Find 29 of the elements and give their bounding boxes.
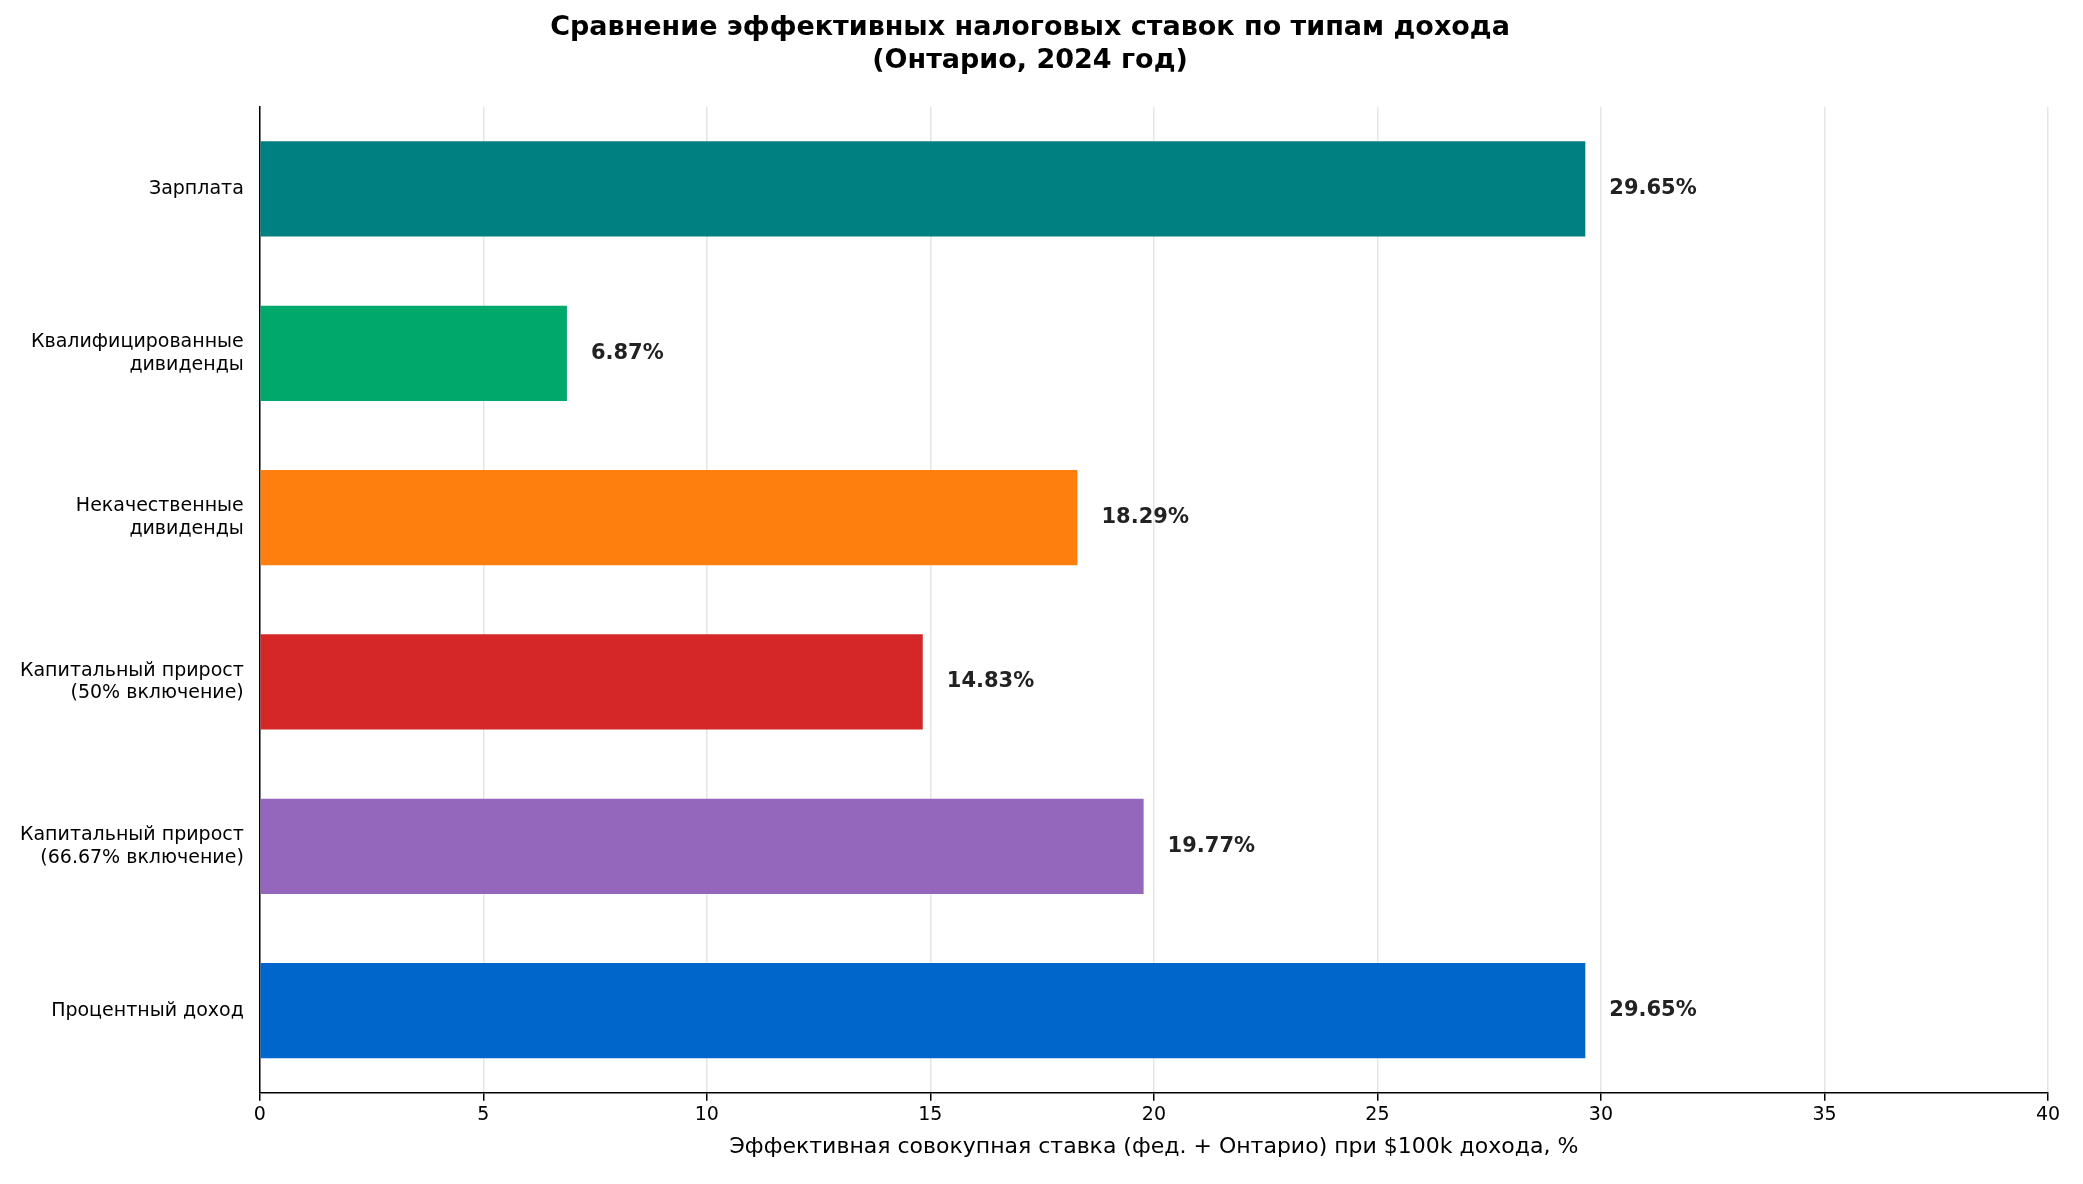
y-tick-label: Некачественные дивиденды	[75, 493, 244, 538]
y-tick-label: Капитальный прирост (66.67% включение)	[19, 821, 244, 867]
x-tick-label: 20	[1141, 1102, 1166, 1125]
data-label: 19.77%	[1167, 832, 1256, 857]
chart-title: Сравнение эффективных налоговых ставок по типам дохода (Онтарио, 2024 год)	[550, 10, 1510, 74]
bar	[260, 469, 1078, 566]
x-tick-label: 5	[477, 1102, 490, 1125]
bar	[260, 305, 567, 401]
bar	[260, 141, 1586, 237]
data-label: 6.87%	[590, 339, 664, 364]
bar	[260, 962, 1586, 1059]
bar	[260, 634, 923, 730]
bar	[260, 798, 1144, 894]
y-tick-label: Зарплата	[148, 175, 244, 198]
x-tick-label: 30	[1588, 1102, 1614, 1125]
data-label: 14.83%	[946, 668, 1035, 693]
x-tick-label: 25	[1365, 1102, 1390, 1125]
data-label: 29.65%	[1609, 175, 1697, 200]
data-label: 18.29%	[1101, 504, 1189, 529]
data-label: 29.65%	[1609, 997, 1697, 1022]
x-axis-title: Эффективная совокупная ставка (фед. + Онтарио) при $100k дохода, %	[729, 1132, 1579, 1158]
x-tick-label: 10	[694, 1102, 719, 1125]
x-tick-label: 15	[918, 1102, 943, 1125]
x-tick-label: 35	[1812, 1102, 1837, 1125]
x-tick-label: 0	[253, 1102, 266, 1125]
x-tick-label: 40	[2035, 1102, 2061, 1125]
y-tick-label: Капитальный прирост (50% включение)	[19, 657, 244, 703]
y-tick-label: Квалифицированные дивиденды	[31, 328, 244, 374]
y-tick-label: Процентный доход	[51, 997, 244, 1020]
